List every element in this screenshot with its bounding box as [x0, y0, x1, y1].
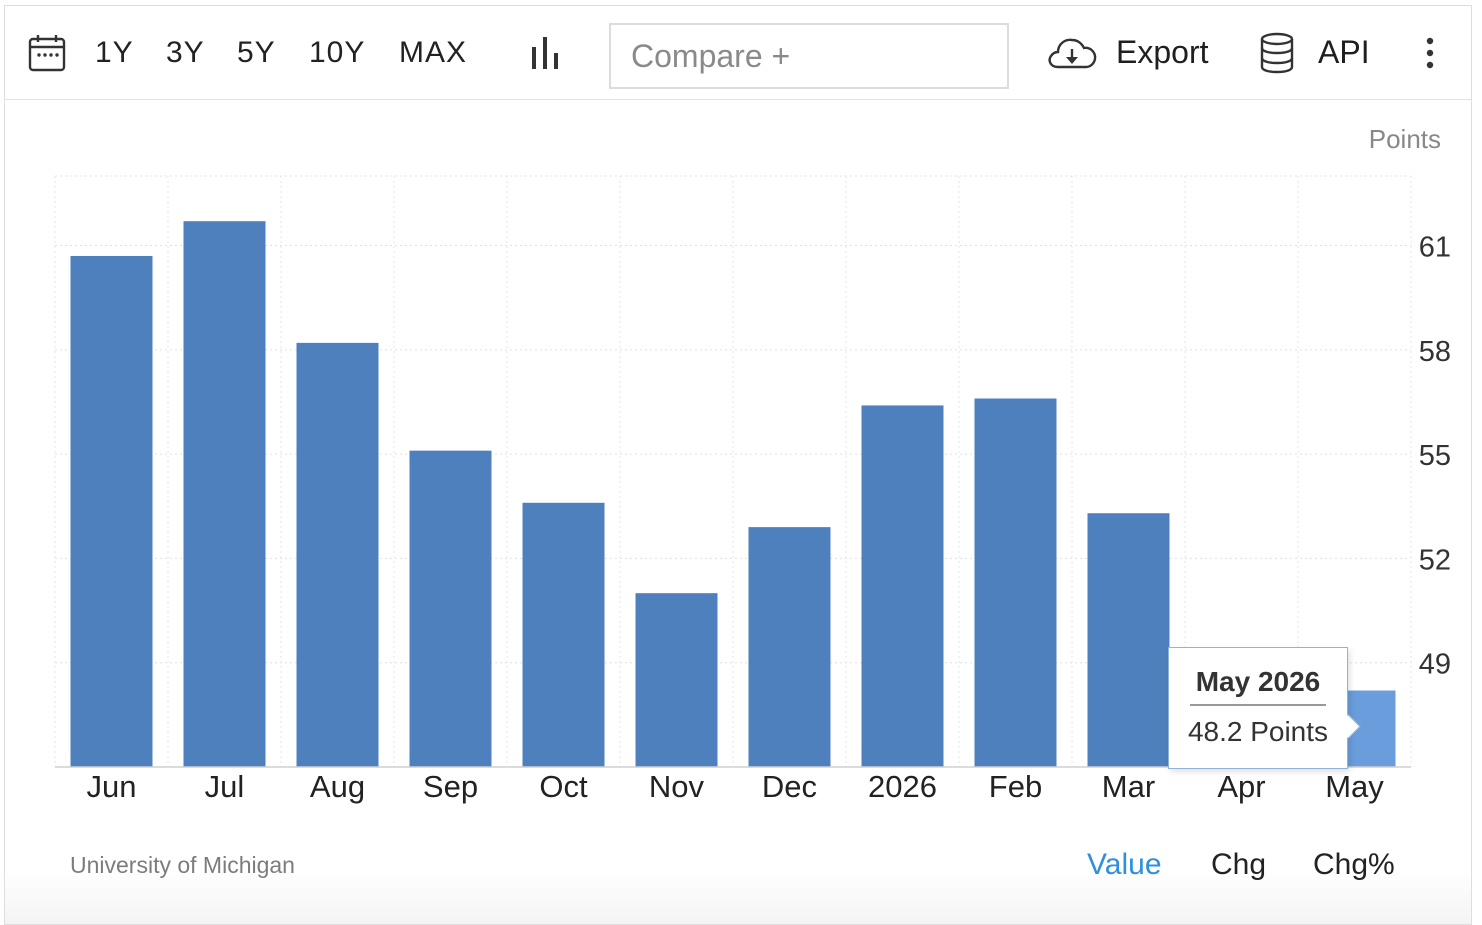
x-tick-label: May — [1325, 769, 1384, 804]
bar — [974, 398, 1057, 767]
api-label: API — [1318, 34, 1370, 70]
x-tick-label: Feb — [989, 769, 1042, 804]
range-3y-button[interactable]: 3Y — [166, 35, 205, 69]
x-tick-label: Aug — [310, 769, 365, 804]
bar — [635, 593, 718, 767]
compare-input[interactable] — [609, 23, 1009, 89]
chart-widget: 1Y 3Y 5Y 10Y MAX Export — [4, 5, 1472, 925]
chart-tooltip: May 2026 48.2 Points — [1168, 647, 1361, 769]
y-tick-label: 52 — [1419, 544, 1451, 576]
bar — [861, 405, 944, 767]
y-tick-label: 49 — [1419, 649, 1451, 681]
bar — [70, 255, 153, 768]
range-5y-button[interactable]: 5Y — [237, 35, 276, 69]
source-label: University of Michigan — [70, 852, 295, 878]
database-icon — [1258, 32, 1296, 74]
cloud-download-icon — [1046, 34, 1098, 72]
more-vertical-icon[interactable] — [1423, 6, 1437, 99]
calendar-icon[interactable] — [27, 6, 67, 99]
bar — [748, 527, 831, 767]
y-tick-label: 58 — [1419, 336, 1451, 368]
tab-chg[interactable]: Chg — [1211, 848, 1267, 881]
x-tick-label: Nov — [649, 769, 705, 804]
export-label: Export — [1116, 34, 1209, 70]
x-tick-label: Sep — [423, 769, 478, 804]
y-tick-label: 61 — [1419, 232, 1451, 264]
unit-label: Points — [1368, 124, 1441, 154]
bar-chart: Jun Jul Aug Sep Oct Nov Dec 2026 Feb Mar Apr May 49 5… — [54, 175, 1451, 804]
tooltip-value: 48.2 Points — [1187, 716, 1329, 747]
bar — [183, 221, 266, 768]
tab-chg-percent[interactable]: Chg% — [1313, 848, 1395, 881]
bar-chart-icon[interactable] — [529, 6, 563, 99]
range-1y-button[interactable]: 1Y — [95, 35, 134, 69]
x-tick-label: Jun — [87, 769, 137, 804]
range-max-button[interactable]: MAX — [399, 35, 468, 69]
x-tick-label: Dec — [762, 769, 817, 804]
tooltip-title: May 2026 — [1189, 666, 1327, 706]
tab-value[interactable]: Value — [1087, 848, 1162, 881]
bar — [1087, 513, 1170, 767]
x-tick-label: Apr — [1217, 769, 1265, 804]
api-button[interactable]: API — [1258, 6, 1370, 99]
bar — [296, 342, 379, 767]
y-tick-label: 55 — [1419, 440, 1451, 472]
toolbar: 1Y 3Y 5Y 10Y MAX Export — [5, 6, 1471, 100]
x-tick-label: Mar — [1102, 769, 1155, 804]
export-button[interactable]: Export — [1046, 6, 1208, 99]
bar — [522, 502, 605, 767]
bar — [409, 450, 492, 767]
x-tick-label: 2026 — [868, 769, 937, 804]
x-tick-label: Jul — [205, 769, 245, 804]
range-10y-button[interactable]: 10Y — [309, 35, 366, 69]
x-tick-label: Oct — [539, 769, 588, 804]
